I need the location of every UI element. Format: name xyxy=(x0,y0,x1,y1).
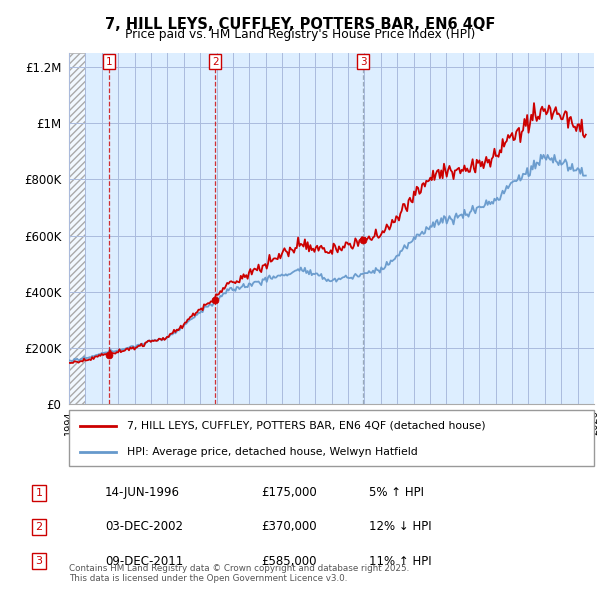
Text: £370,000: £370,000 xyxy=(261,520,317,533)
Text: 3: 3 xyxy=(35,556,43,566)
Text: 2: 2 xyxy=(212,57,218,67)
Text: 1: 1 xyxy=(35,488,43,497)
Bar xyxy=(69,53,85,404)
Bar xyxy=(69,53,85,404)
Text: Price paid vs. HM Land Registry's House Price Index (HPI): Price paid vs. HM Land Registry's House … xyxy=(125,28,475,41)
Text: Contains HM Land Registry data © Crown copyright and database right 2025.
This d: Contains HM Land Registry data © Crown c… xyxy=(69,563,409,583)
Text: 12% ↓ HPI: 12% ↓ HPI xyxy=(369,520,431,533)
Text: 09-DEC-2011: 09-DEC-2011 xyxy=(105,555,183,568)
Text: HPI: Average price, detached house, Welwyn Hatfield: HPI: Average price, detached house, Welw… xyxy=(127,447,418,457)
Text: 3: 3 xyxy=(359,57,367,67)
Text: £175,000: £175,000 xyxy=(261,486,317,499)
Text: £585,000: £585,000 xyxy=(261,555,317,568)
Text: 1: 1 xyxy=(106,57,113,67)
Text: 5% ↑ HPI: 5% ↑ HPI xyxy=(369,486,424,499)
Text: 14-JUN-1996: 14-JUN-1996 xyxy=(105,486,180,499)
Text: 11% ↑ HPI: 11% ↑ HPI xyxy=(369,555,431,568)
Text: 7, HILL LEYS, CUFFLEY, POTTERS BAR, EN6 4QF (detached house): 7, HILL LEYS, CUFFLEY, POTTERS BAR, EN6 … xyxy=(127,421,485,431)
Text: 2: 2 xyxy=(35,522,43,532)
Text: 03-DEC-2002: 03-DEC-2002 xyxy=(105,520,183,533)
Text: 7, HILL LEYS, CUFFLEY, POTTERS BAR, EN6 4QF: 7, HILL LEYS, CUFFLEY, POTTERS BAR, EN6 … xyxy=(105,17,495,31)
